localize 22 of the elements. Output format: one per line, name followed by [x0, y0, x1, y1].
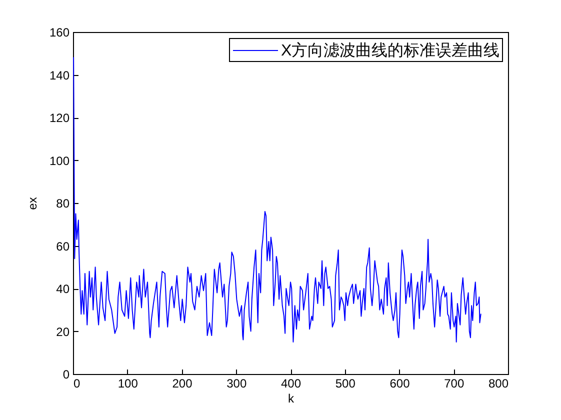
- y-tick-label: 0: [62, 368, 70, 382]
- y-tick-label: 20: [56, 324, 70, 339]
- legend-label: X方向滤波曲线的标准误差曲线: [281, 42, 500, 60]
- x-tick-label: 500: [335, 376, 356, 390]
- x-tick-label: 800: [488, 376, 509, 390]
- x-tick-label: 100: [118, 376, 138, 390]
- x-tick-label: 0: [74, 376, 80, 390]
- y-axis-title: ex: [25, 197, 40, 210]
- y-tick-label: 120: [49, 111, 70, 125]
- line-series: [73, 57, 482, 342]
- x-tick-label: 400: [280, 376, 302, 390]
- y-tick-label: 140: [49, 68, 70, 82]
- y-tick-label: 100: [49, 154, 70, 168]
- x-axis-title: k: [288, 392, 295, 406]
- y-tick-label: 160: [49, 26, 70, 40]
- y-tick-label: 60: [56, 239, 70, 254]
- y-tick-label: 80: [56, 196, 70, 210]
- x-tick-label: 700: [444, 376, 464, 390]
- x-tick-label: 200: [172, 376, 193, 390]
- y-tick-label: 40: [56, 282, 70, 296]
- x-tick-label: 600: [390, 376, 410, 390]
- x-tick-label: 300: [226, 376, 247, 390]
